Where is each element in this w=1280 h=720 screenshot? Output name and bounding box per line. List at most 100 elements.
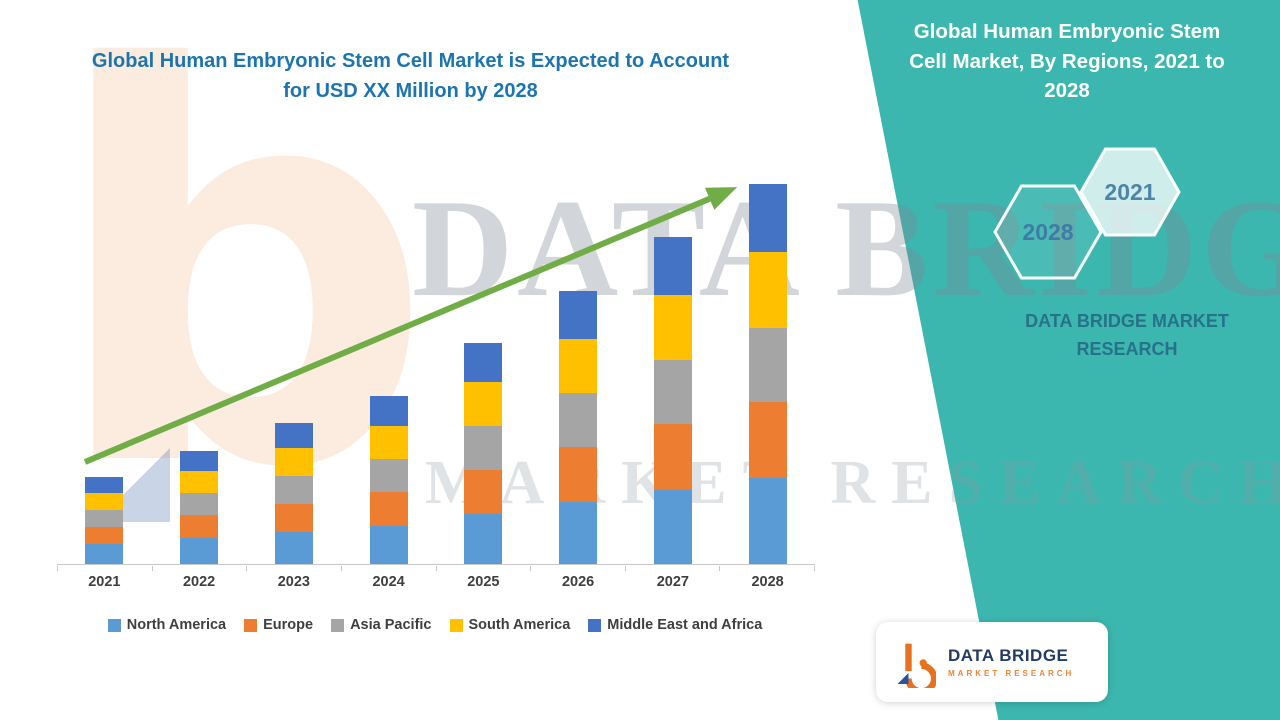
axis-tick <box>530 566 532 571</box>
bar-segment-asia-pacific <box>748 327 787 403</box>
bar-column-2026 <box>531 184 626 564</box>
bar-segment-europe <box>464 470 503 515</box>
bar-segment-middle-east-and-africa <box>180 450 219 472</box>
x-axis-label: 2023 <box>277 574 310 590</box>
axis-tick <box>340 566 342 571</box>
bar-segment-south-america <box>559 338 598 394</box>
bar-segment-south-america <box>274 448 313 477</box>
legend-item: Middle East and Africa <box>588 617 762 633</box>
bar-stack <box>748 184 787 564</box>
legend-label: South America <box>468 617 571 633</box>
bar-column-2028 <box>720 184 815 564</box>
hexagon-2028 <box>993 184 1103 280</box>
bar-segment-north-america <box>748 478 787 564</box>
bar-segment-asia-pacific <box>653 359 692 425</box>
bar-column-2023 <box>247 184 342 564</box>
bar-stack <box>369 395 408 564</box>
bar-segment-europe <box>748 402 787 479</box>
bar-stack <box>85 477 124 564</box>
bar-stack <box>653 237 692 564</box>
legend-label: Asia Pacific <box>350 617 432 633</box>
bar-segment-europe <box>180 515 219 539</box>
bar-segment-asia-pacific <box>369 459 408 493</box>
brand-card: DATA BRIDGE MARKET RESEARCH <box>876 622 1108 702</box>
brand-name: DATA BRIDGE <box>948 646 1069 665</box>
legend-label: North America <box>126 617 227 633</box>
chart-legend: North America Europe Asia Pacific South Ame… <box>40 617 830 633</box>
databridge-logo-icon <box>897 643 936 688</box>
bar-stack <box>464 342 503 564</box>
side-panel-brand-text: DATA BRIDGE MARKET RESEARCH <box>1025 311 1229 359</box>
bar-segment-south-america <box>464 382 503 427</box>
bar-segment-north-america <box>653 490 692 564</box>
bar-segment-north-america <box>85 544 124 564</box>
legend-swatch <box>588 618 602 632</box>
x-axis-label: 2027 <box>656 574 689 590</box>
bar-column-2022 <box>152 184 247 564</box>
legend-item: Europe <box>244 617 313 633</box>
axis-tick <box>57 566 58 571</box>
legend-swatch <box>244 618 258 632</box>
x-axis-label: 2022 <box>182 574 216 590</box>
bar-stack <box>559 290 598 564</box>
legend-swatch <box>331 618 345 632</box>
x-axis-label: 2024 <box>372 574 405 590</box>
brand-card-text: DATA BRIDGE MARKET RESEARCH <box>948 646 1074 678</box>
bar-segment-north-america <box>559 502 598 564</box>
bar-column-2027 <box>626 184 721 564</box>
bar-segment-middle-east-and-africa <box>748 184 787 252</box>
bar-segment-middle-east-and-africa <box>274 422 313 449</box>
bar-segment-europe <box>85 527 124 545</box>
bar-segment-middle-east-and-africa <box>464 342 503 383</box>
bar-segment-south-america <box>180 471 219 494</box>
bar-segment-south-america <box>748 251 787 328</box>
axis-tick <box>151 566 153 571</box>
bar-stack <box>274 422 313 564</box>
legend-label: Europe <box>263 617 314 633</box>
plot-area <box>57 184 815 565</box>
legend-swatch <box>107 618 121 632</box>
bar-segment-south-america <box>85 493 124 511</box>
bar-segment-north-america <box>464 514 503 564</box>
bar-segment-middle-east-and-africa <box>559 290 598 339</box>
axis-tick <box>624 566 626 571</box>
bar-column-2025 <box>436 184 531 564</box>
hexagon-2028-label: 2028 <box>1022 219 1073 245</box>
bar-segment-asia-pacific <box>559 393 598 448</box>
bar-segment-asia-pacific <box>180 493 219 516</box>
legend-label: Middle East and Africa <box>607 617 763 633</box>
hexagon-2021-label: 2021 <box>1104 179 1155 205</box>
bar-segment-europe <box>274 504 313 533</box>
bar-segment-north-america <box>274 532 313 564</box>
bar-segment-middle-east-and-africa <box>653 237 692 295</box>
x-axis-label: 2021 <box>88 574 121 590</box>
bar-segment-europe <box>369 492 408 527</box>
bar-segment-asia-pacific <box>274 476 313 505</box>
legend-swatch <box>449 618 463 632</box>
hexagon-2021 <box>1079 147 1181 237</box>
x-axis-labels: 2021 2022 2023 2024 2025 2026 2027 2028 <box>57 574 815 590</box>
bar-segment-north-america <box>369 526 408 564</box>
x-axis-ticks <box>57 566 815 571</box>
brand-tagline: MARKET RESEARCH <box>948 669 1075 678</box>
bar-segment-middle-east-and-africa <box>85 477 124 494</box>
side-panel-title: Global Human Embryonic Stem Cell Market,… <box>909 20 1225 103</box>
bar-segment-south-america <box>369 426 408 460</box>
bar-column-2024 <box>341 184 436 564</box>
axis-tick <box>435 566 437 571</box>
x-axis-label: 2026 <box>561 574 595 590</box>
bar-column-2021 <box>57 184 152 564</box>
chart-headline: Global Human Embryonic Stem Cell Market … <box>91 50 730 102</box>
legend-item: South America <box>449 617 571 633</box>
hexagon-badges: 2028 2021 <box>993 147 1181 280</box>
bar-segment-north-america <box>180 538 219 564</box>
legend-item: North America <box>107 617 227 633</box>
bar-segment-asia-pacific <box>85 510 124 528</box>
bar-segment-asia-pacific <box>464 426 503 471</box>
axis-tick <box>246 566 248 571</box>
x-axis-label: 2028 <box>751 574 784 590</box>
bar-stack <box>180 450 219 564</box>
bar-segment-europe <box>559 447 598 503</box>
bar-segment-middle-east-and-africa <box>369 395 408 427</box>
